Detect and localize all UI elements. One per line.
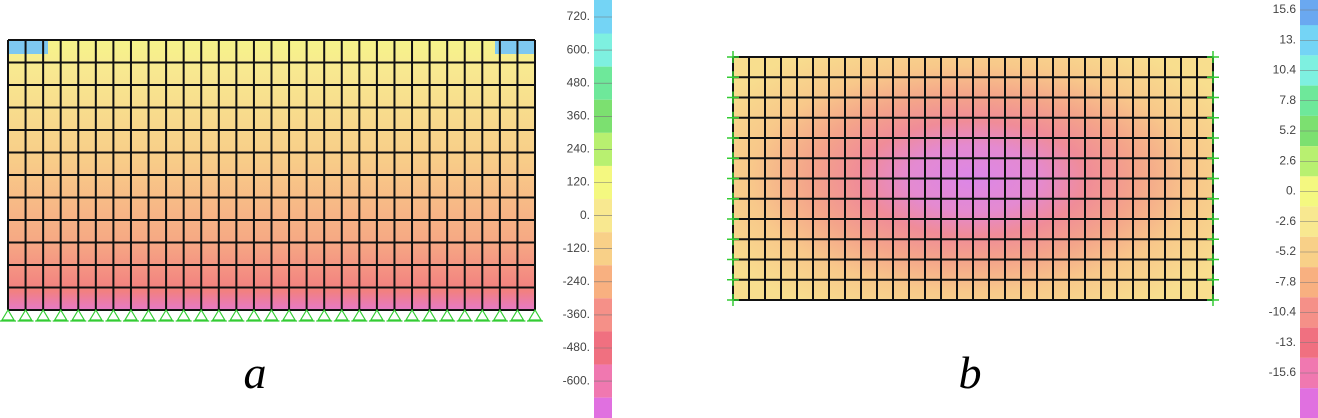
legend: 15.6 13. 10.4 7.8 5.2 2.6 0. -2.6 -5.2 -7.8 -10.4 -…	[1269, 0, 1318, 418]
legend-label: 360.	[567, 108, 590, 122]
support	[281, 308, 298, 322]
support	[727, 294, 739, 306]
legend-label: 480.	[567, 75, 590, 89]
support	[105, 308, 122, 322]
legend-band	[1300, 388, 1318, 418]
support	[456, 308, 473, 322]
support	[351, 308, 368, 322]
support	[491, 308, 508, 322]
support	[1207, 273, 1219, 286]
support	[35, 308, 52, 322]
support	[727, 71, 739, 84]
legend-label: 7.8	[1279, 93, 1296, 107]
support	[1207, 253, 1219, 266]
support	[210, 308, 227, 322]
support	[509, 308, 526, 322]
support	[727, 172, 739, 185]
support	[727, 152, 739, 165]
support	[228, 308, 245, 322]
legend-label: -480.	[563, 340, 590, 354]
support	[439, 308, 456, 322]
legend-label: -600.	[563, 373, 590, 387]
support	[421, 308, 438, 322]
support	[727, 213, 739, 225]
support	[727, 111, 739, 124]
legend-label: -240.	[563, 274, 590, 288]
legend-label: 240.	[567, 142, 590, 156]
legend: 720. 600. 480. 360. 240. 120. 0. -120. -240. -360…	[563, 0, 612, 418]
support	[727, 51, 739, 63]
support	[1207, 91, 1219, 104]
caption: b	[959, 347, 982, 398]
legend-label: 720.	[567, 9, 590, 23]
support	[17, 308, 34, 322]
support	[1207, 71, 1219, 84]
support	[122, 308, 139, 322]
legend-band	[594, 397, 612, 418]
legend-label: 0.	[1286, 184, 1296, 198]
support	[727, 233, 739, 246]
legend-label: 120.	[567, 175, 590, 189]
legend-label: 2.6	[1279, 153, 1296, 167]
legend-label: 0.	[580, 208, 590, 222]
legend-label: -7.8	[1275, 274, 1296, 288]
panel-b	[727, 51, 1219, 306]
support	[1207, 172, 1219, 185]
legend-label: 15.6	[1273, 2, 1297, 16]
support	[1207, 233, 1219, 246]
mesh	[727, 51, 1219, 306]
legend-label: -2.6	[1275, 214, 1296, 228]
support	[1207, 111, 1219, 124]
support	[52, 308, 69, 322]
support	[1207, 213, 1219, 225]
support	[140, 308, 157, 322]
support	[1207, 51, 1219, 63]
support	[1207, 192, 1219, 205]
support	[1207, 294, 1219, 306]
legend-label: -13.	[1275, 335, 1296, 349]
support	[263, 308, 280, 322]
support	[0, 308, 16, 322]
support	[298, 308, 315, 322]
support	[193, 308, 210, 322]
support	[404, 308, 421, 322]
legend-label: -15.6	[1269, 365, 1297, 379]
support	[333, 308, 350, 322]
support	[727, 91, 739, 104]
legend-label: 10.4	[1273, 63, 1297, 77]
support	[87, 308, 104, 322]
legend-label: 600.	[567, 42, 590, 56]
support	[1207, 152, 1219, 165]
legend-label: -5.2	[1275, 244, 1296, 258]
caption: a	[244, 347, 267, 398]
contour-corner	[8, 40, 48, 54]
mesh	[0, 39, 543, 322]
support	[727, 132, 739, 144]
legend-label: 5.2	[1279, 123, 1296, 137]
support	[474, 308, 491, 322]
support	[175, 308, 192, 322]
support	[527, 308, 543, 322]
support	[70, 308, 87, 322]
support	[158, 308, 175, 322]
support	[727, 192, 739, 205]
legend-label: 13.	[1279, 32, 1296, 46]
support	[245, 308, 262, 322]
support	[727, 253, 739, 266]
support	[368, 308, 385, 322]
contour-corner	[495, 40, 535, 54]
panel-a	[0, 39, 543, 322]
support	[1207, 132, 1219, 144]
legend-label: -10.4	[1269, 305, 1297, 319]
support	[727, 273, 739, 286]
legend-label: -360.	[563, 307, 590, 321]
support	[386, 308, 403, 322]
support	[316, 308, 333, 322]
legend-label: -120.	[563, 241, 590, 255]
